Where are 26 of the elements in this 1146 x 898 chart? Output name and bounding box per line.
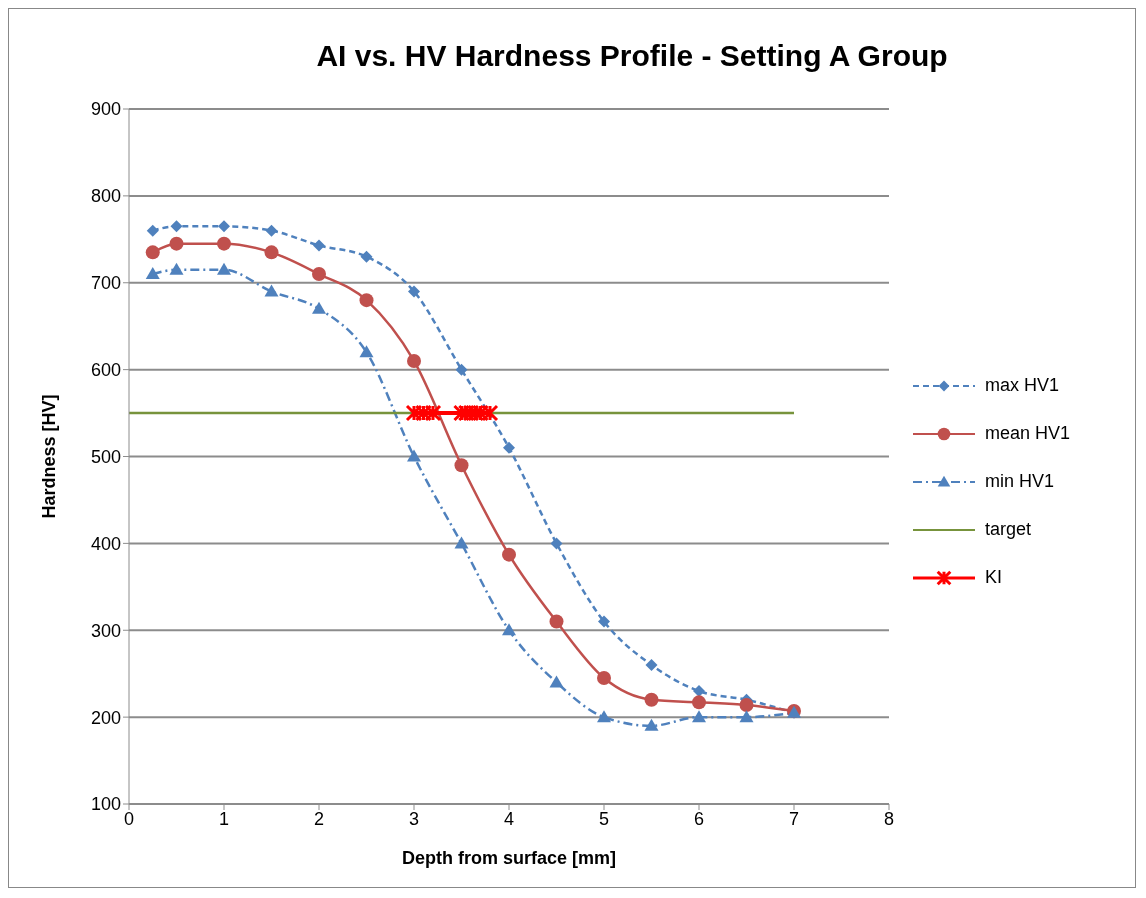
y-tick-label: 100 bbox=[90, 794, 121, 815]
y-tick-label: 600 bbox=[90, 360, 121, 381]
x-tick-label: 7 bbox=[788, 808, 800, 829]
x-tick-label: 4 bbox=[503, 808, 515, 829]
legend-label: KI bbox=[985, 567, 1003, 588]
y-tick-label: 400 bbox=[90, 533, 121, 554]
y-tick-label: 500 bbox=[90, 446, 121, 467]
chart-title: AI vs. HV Hardness Profile - Setting A Group bbox=[315, 38, 949, 74]
legend-label: max HV1 bbox=[985, 375, 1060, 396]
legend-label: target bbox=[985, 519, 1032, 540]
y-tick-label: 900 bbox=[90, 99, 121, 120]
legend-label: min HV1 bbox=[985, 471, 1055, 492]
x-tick-label: 1 bbox=[218, 808, 230, 829]
x-tick-label: 8 bbox=[883, 808, 895, 829]
x-tick-label: 0 bbox=[123, 808, 135, 829]
y-tick-label: 800 bbox=[90, 186, 121, 207]
x-tick-label: 5 bbox=[598, 808, 610, 829]
x-axis-title: Depth from surface [mm] bbox=[401, 848, 617, 868]
x-tick-label: 2 bbox=[313, 808, 325, 829]
y-tick-label: 300 bbox=[90, 620, 121, 641]
y-tick-label: 700 bbox=[90, 273, 121, 294]
y-tick-label: 200 bbox=[90, 707, 121, 728]
y-axis-title: Hardness [HV] bbox=[39, 394, 60, 519]
legend-label: mean HV1 bbox=[985, 423, 1071, 444]
x-tick-label: 6 bbox=[693, 808, 705, 829]
x-tick-label: 3 bbox=[408, 808, 420, 829]
